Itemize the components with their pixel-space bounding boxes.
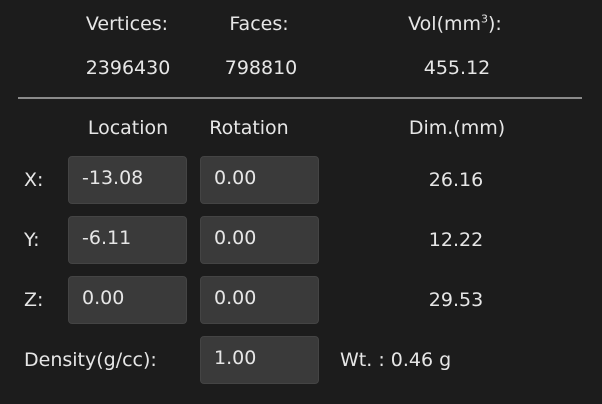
location-y-field[interactable] bbox=[68, 216, 187, 264]
location-x-field[interactable] bbox=[68, 156, 187, 204]
vertices-label: Vertices: bbox=[85, 13, 169, 35]
rotation-y-field[interactable] bbox=[200, 216, 319, 264]
volume-value: 455.12 bbox=[423, 57, 491, 79]
dimension-z-value: 29.53 bbox=[428, 289, 484, 311]
location-x-input[interactable] bbox=[69, 157, 186, 203]
density-input[interactable] bbox=[201, 337, 318, 383]
rotation-header: Rotation bbox=[209, 117, 289, 139]
axis-label-z: Z: bbox=[24, 289, 44, 311]
rotation-z-field[interactable] bbox=[200, 276, 319, 324]
faces-label: Faces: bbox=[229, 13, 289, 35]
density-field[interactable] bbox=[200, 336, 319, 384]
dimensions-header: Dim.(mm) bbox=[408, 117, 506, 139]
axis-label-y: Y: bbox=[24, 229, 40, 251]
faces-value: 798810 bbox=[224, 57, 298, 79]
vertices-value: 2396430 bbox=[85, 57, 171, 79]
location-z-input[interactable] bbox=[69, 277, 186, 323]
axis-label-x: X: bbox=[24, 169, 44, 191]
weight-readout: Wt. : 0.46 g bbox=[340, 349, 452, 371]
location-y-input[interactable] bbox=[69, 217, 186, 263]
dimension-y-value: 12.22 bbox=[428, 229, 484, 251]
dimension-x-value: 26.16 bbox=[428, 169, 484, 191]
location-header: Location bbox=[87, 117, 169, 139]
rotation-x-field[interactable] bbox=[200, 156, 319, 204]
rotation-z-input[interactable] bbox=[201, 277, 318, 323]
rotation-y-input[interactable] bbox=[201, 217, 318, 263]
section-divider bbox=[18, 97, 582, 99]
location-z-field[interactable] bbox=[68, 276, 187, 324]
volume-label: Vol(mm3): bbox=[408, 12, 502, 35]
rotation-x-input[interactable] bbox=[201, 157, 318, 203]
density-label: Density(g/cc): bbox=[24, 349, 157, 371]
